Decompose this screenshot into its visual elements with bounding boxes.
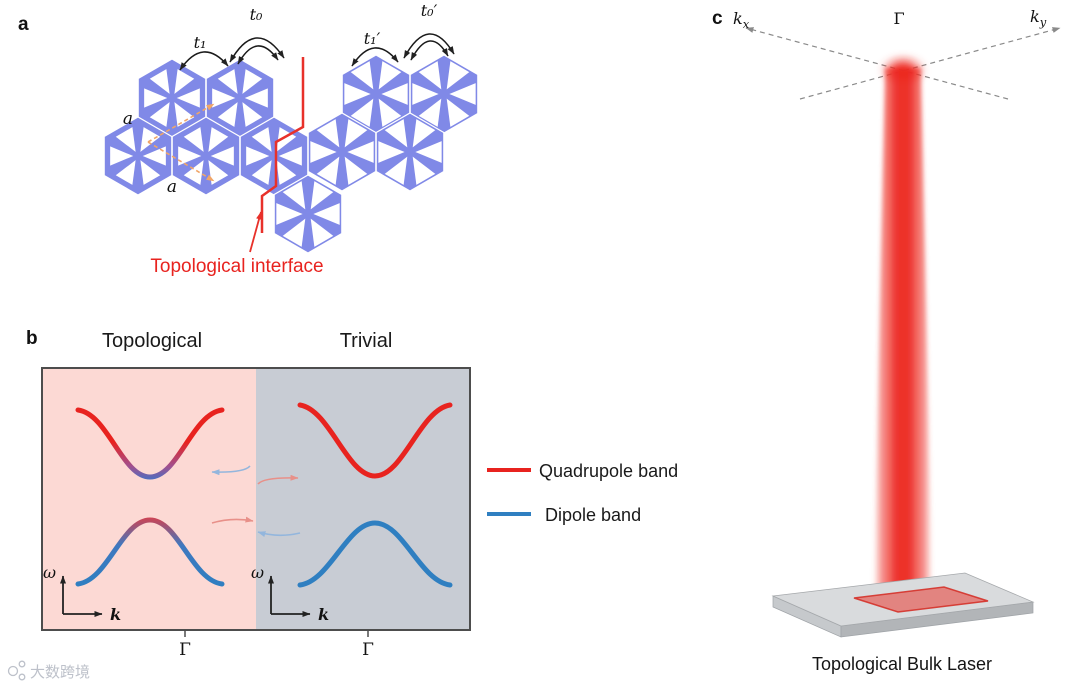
lattice-vector-a1-arrow — [147, 103, 215, 143]
hopping-label-t0-prime: t₀′ — [421, 1, 438, 20]
panel-c-label: c — [712, 8, 723, 29]
inversion-arrow-blue-left-bottom — [257, 531, 301, 538]
interface-annotation-text: Topological interface — [150, 256, 323, 277]
quadrupole-band-left-curve — [75, 407, 225, 480]
inversion-arrow-red-right-top — [257, 474, 299, 485]
inversion-arrow-red-right-bottom — [211, 516, 254, 524]
laser-slab — [771, 572, 1035, 638]
lasing-region — [853, 586, 989, 613]
hopping-arc-t0p-inner — [410, 40, 449, 61]
panel-c: c kx ky Γ Topological Bulk Laser — [712, 7, 1061, 674]
dipole-band-left-curve — [75, 517, 225, 587]
kx-label: kx — [733, 9, 750, 31]
panel-b: b Topological Trivial ω k ω k Γ Γ — [26, 328, 678, 660]
watermark-text: 大数跨境 — [30, 663, 90, 681]
band-title-topological: Topological — [102, 330, 202, 352]
k-label-left: k — [110, 605, 121, 624]
legend-quadrupole-label: Quadrupole band — [539, 461, 678, 481]
dipole-band-right-curve — [297, 520, 453, 588]
ky-axis-dashed — [799, 27, 1061, 100]
band-diagram-frame — [41, 367, 471, 631]
panel-a-label: a — [18, 14, 29, 35]
lattice-vector-a1-label: a — [123, 109, 133, 129]
band-legend: Quadrupole band Dipole band — [487, 461, 678, 525]
trivial-region-bg — [256, 368, 470, 630]
quadrupole-band-right-curve — [297, 402, 453, 479]
omega-label-left: ω — [43, 563, 56, 582]
watermark-logo-icon — [7, 660, 26, 681]
hopping-label-t0: t₀ — [250, 5, 263, 24]
laser-beam — [873, 68, 933, 602]
k-label-right: k — [318, 605, 329, 624]
watermark: 大数跨境 — [7, 660, 90, 681]
hopping-label-t1-prime: t₁′ — [364, 29, 381, 48]
hopping-arc-t0p-outer — [403, 33, 455, 59]
ky-label: ky — [1030, 7, 1047, 29]
hopping-label-t1: t₁ — [194, 33, 207, 52]
lattice-vector-a2-arrow — [147, 141, 215, 182]
band-title-trivial: Trivial — [340, 330, 393, 352]
lattice-topological — [104, 59, 308, 195]
legend-dipole-label: Dipole band — [545, 505, 641, 525]
kx-axis-dashed — [745, 27, 1009, 100]
topological-interface-line — [260, 57, 305, 233]
interface-annotation-arrow — [249, 211, 262, 253]
lattice-vector-a2-label: a — [167, 177, 177, 197]
hopping-arc-t1p — [351, 47, 399, 67]
gamma-label-right: Γ — [362, 640, 374, 660]
inversion-arrow-blue-left-top — [211, 465, 251, 476]
gamma-label-left: Γ — [179, 640, 191, 660]
panel-c-caption: Topological Bulk Laser — [812, 654, 992, 674]
gamma-point-label: Γ — [893, 9, 904, 28]
hopping-arc-t0-inner — [237, 45, 279, 65]
panel-a: a t₁ t₀ t₁′ t₀′ a a — [18, 1, 478, 277]
hopping-arc-t0-outer — [229, 37, 285, 63]
panel-b-label: b — [26, 328, 38, 349]
topological-region-bg — [42, 368, 256, 630]
hopping-arc-t1 — [179, 51, 229, 71]
omega-label-right: ω — [251, 563, 264, 582]
